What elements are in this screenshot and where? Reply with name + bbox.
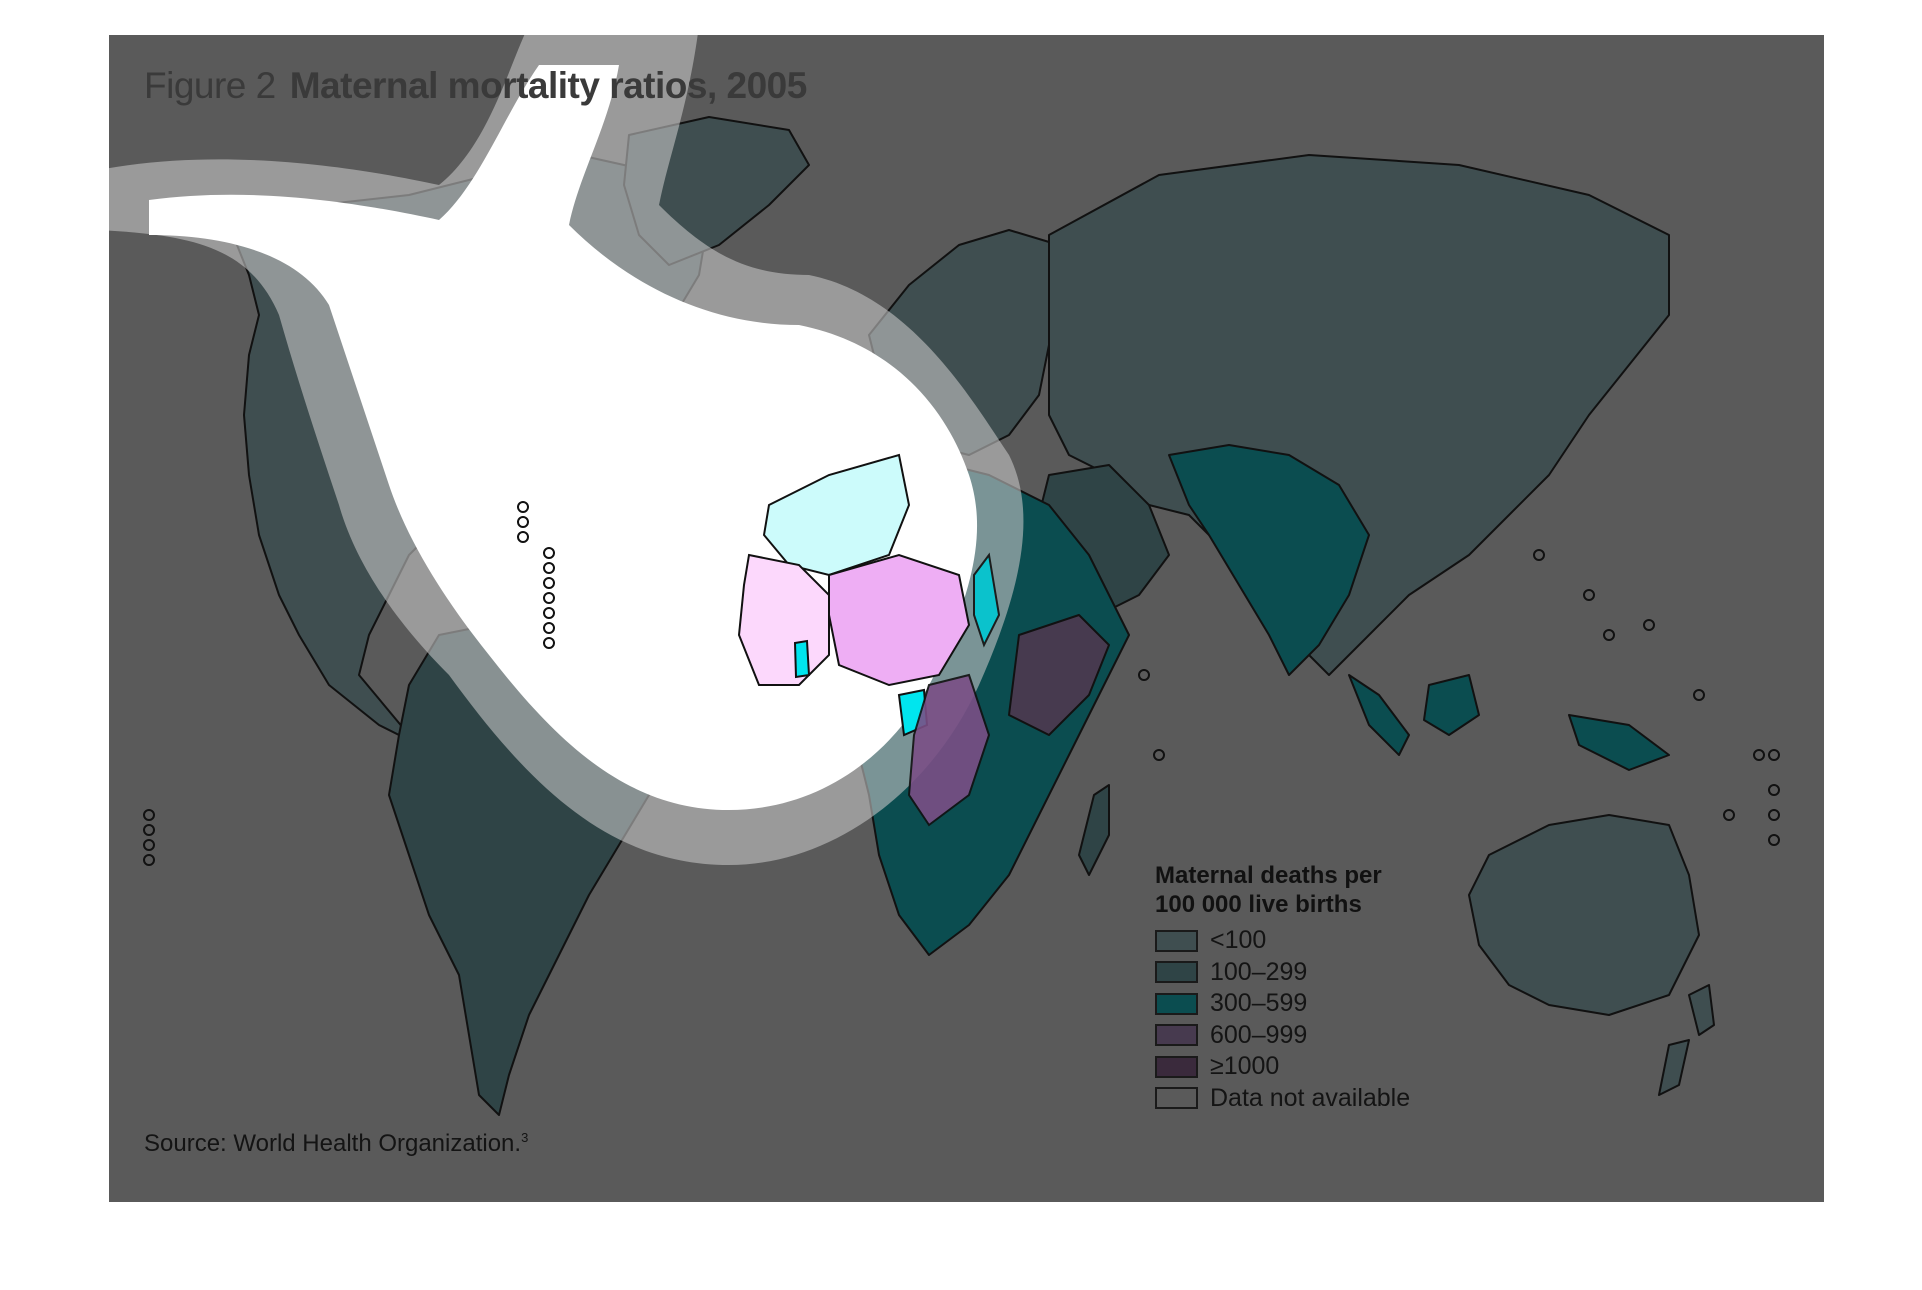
legend: Maternal deaths per 100 000 live births …	[1155, 861, 1475, 1114]
legend-label: Data not available	[1210, 1083, 1411, 1112]
island-markers	[143, 501, 1780, 866]
source-footnote: 3	[521, 1130, 529, 1145]
egypt-cyan-edge	[973, 552, 1001, 648]
australia-shape	[1468, 814, 1700, 1016]
legend-swatch	[1155, 961, 1198, 984]
legend-title-line2: 100 000 live births	[1155, 891, 1362, 918]
map-figure-panel: Figure 2 Maternal mortality ratios, 2005 …	[109, 35, 1824, 1202]
borneo-shape	[1423, 674, 1480, 736]
spotlight-highlight	[109, 35, 1024, 865]
central-africa-purple	[907, 673, 991, 827]
south-asia-shape	[1168, 444, 1370, 676]
legend-item: <100	[1155, 925, 1475, 957]
new-guinea-shape	[1568, 714, 1670, 771]
legend-label: ≥1000	[1210, 1052, 1280, 1081]
legend-swatch	[1155, 1087, 1198, 1110]
legend-label: 100–299	[1210, 957, 1308, 986]
source-note: Source: World Health Organization.3	[144, 1130, 528, 1158]
east-africa-shape	[1008, 614, 1110, 736]
world-map	[109, 35, 1780, 1116]
asia-shape	[1048, 154, 1670, 676]
legend-label: <100	[1210, 926, 1267, 955]
legend-item: 100–299	[1155, 957, 1475, 989]
legend-item: ≥1000	[1155, 1051, 1475, 1083]
legend-swatch	[1155, 1024, 1198, 1047]
source-text: Source: World Health Organization.	[144, 1130, 522, 1157]
legend-swatch	[1155, 1055, 1198, 1078]
north-africa-light-cyan	[762, 453, 911, 577]
legend-swatch	[1155, 929, 1198, 952]
legend-swatch	[1155, 992, 1198, 1015]
legend-item: 600–999	[1155, 1020, 1475, 1052]
figure-title: Figure 2 Maternal mortality ratios, 2005	[144, 65, 807, 107]
legend-item: 300–599	[1155, 988, 1475, 1020]
ghana-cyan	[793, 639, 811, 679]
figure-label: Figure 2	[144, 65, 276, 106]
legend-items: <100 100–299 300–599 600–999 ≥1000 Data not a…	[1155, 925, 1475, 1114]
legend-label: 300–599	[1210, 989, 1308, 1018]
legend-item: Data not available	[1155, 1083, 1475, 1115]
legend-label: 600–999	[1210, 1020, 1308, 1049]
sumatra-shape	[1348, 674, 1410, 756]
legend-title-line1: Maternal deaths per	[1155, 862, 1382, 889]
figure-title-text: Maternal mortality ratios, 2005	[289, 65, 808, 106]
madagascar-shape	[1078, 784, 1110, 876]
legend-title: Maternal deaths per 100 000 live births	[1155, 861, 1475, 919]
sahel-pink	[828, 553, 971, 687]
new-zealand-shape	[1658, 984, 1715, 1096]
